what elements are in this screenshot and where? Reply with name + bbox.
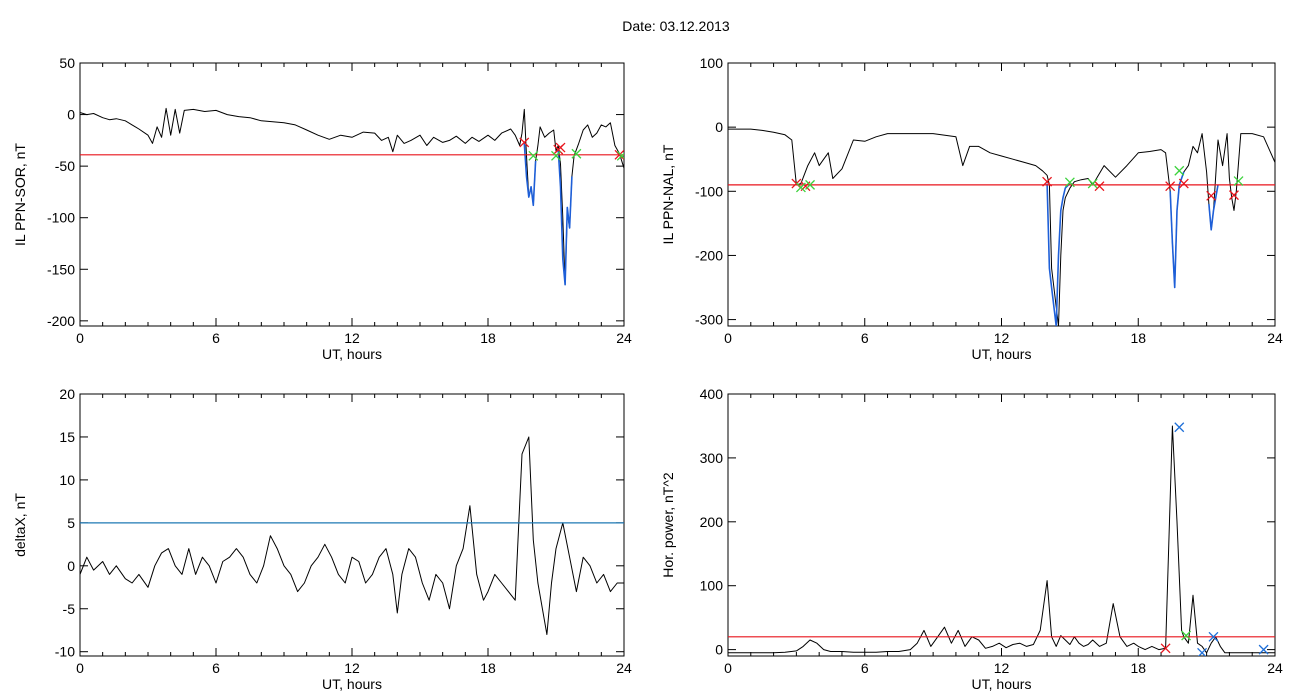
- x-tick-label: 6: [861, 660, 869, 676]
- plot-frame: [79, 62, 625, 327]
- marker-green-x: [1087, 178, 1098, 189]
- marker-red-x: [614, 149, 624, 160]
- marker-blue-x: [1174, 422, 1185, 433]
- y-tick-label: -10: [55, 644, 75, 660]
- y-axis-label: Hor. power, nT^2: [660, 472, 676, 578]
- x-tick-label: 0: [76, 330, 84, 346]
- marker-green-x: [551, 150, 561, 161]
- marker-green-x: [1064, 177, 1075, 188]
- x-tick-label: 18: [1130, 330, 1146, 346]
- plot-area: [80, 107, 624, 286]
- y-tick-label: 0: [67, 107, 75, 123]
- y-tick-label: 300: [700, 450, 724, 466]
- marker-green-x: [1181, 630, 1192, 641]
- y-tick-label: -100: [47, 210, 75, 226]
- x-tick-label: 12: [344, 330, 360, 346]
- x-tick-label: 18: [480, 660, 496, 676]
- x-tick-label: 24: [616, 660, 632, 676]
- x-axis-label: UT, hours: [322, 346, 382, 362]
- x-tick-label: 6: [212, 660, 220, 676]
- y-tick-label: 100: [700, 578, 724, 594]
- series-line-main: [728, 128, 1275, 326]
- x-tick-label: 0: [76, 660, 84, 676]
- marker-green-x: [528, 150, 539, 161]
- x-tick-label: 12: [994, 330, 1010, 346]
- x-tick-label: 18: [480, 330, 496, 346]
- plot-area: [728, 128, 1275, 326]
- x-axis-label: UT, hours: [322, 676, 382, 692]
- x-axis-label: UT, hours: [972, 676, 1032, 692]
- x-tick-label: 24: [1267, 330, 1283, 346]
- y-tick-label: 20: [59, 386, 75, 402]
- panel-p1: 0 6 12 18 24 50 0 -50 -100 -150 -200 UT, hours IL PP…: [12, 55, 632, 362]
- marker-red-x: [519, 137, 530, 148]
- y-tick-label: 5: [67, 515, 75, 531]
- plot-area: [80, 436, 624, 635]
- panel-p2: 0 6 12 18 24 100 0 -100 -200 -300 UT, hours IL PPN-…: [660, 55, 1283, 362]
- x-axis-label: UT, hours: [972, 346, 1032, 362]
- x-tick-label: 6: [861, 330, 869, 346]
- x-tick-label: 6: [212, 330, 220, 346]
- y-tick-label: -300: [695, 312, 723, 328]
- series-line-highlight: [557, 150, 573, 286]
- marker-red-x: [1042, 176, 1053, 187]
- marker-red-x: [1165, 181, 1176, 192]
- y-tick-label: 200: [700, 514, 724, 530]
- y-tick-label: 0: [67, 558, 75, 574]
- panel-p4: 0 6 12 18 24 400 300 200 100 0 UT, hours Hor. power…: [660, 386, 1283, 692]
- series-line-highlight: [523, 143, 537, 207]
- y-tick-label: 0: [715, 642, 723, 658]
- y-tick-label: -5: [63, 601, 76, 617]
- plot-frame: [727, 393, 1276, 657]
- series-line-main: [80, 436, 624, 635]
- y-tick-label: -50: [55, 158, 75, 174]
- marker-blue-x: [1208, 631, 1219, 642]
- marker-green-x: [1174, 165, 1185, 176]
- y-axis-label: deltaX, nT: [12, 493, 28, 557]
- page-title: Date: 03.12.2013: [622, 18, 730, 34]
- x-tick-label: 0: [724, 330, 732, 346]
- y-tick-label: 100: [700, 55, 724, 71]
- plot-frame: [79, 393, 625, 657]
- marker-green-x: [795, 182, 806, 193]
- y-tick-label: -150: [47, 261, 75, 277]
- marker-red-x: [1160, 643, 1171, 654]
- marker-blue-x: [1197, 647, 1208, 656]
- y-tick-label: 0: [715, 119, 723, 135]
- marker-red-x: [1206, 190, 1217, 201]
- y-tick-label: -200: [47, 313, 75, 329]
- y-tick-label: 400: [700, 386, 724, 402]
- y-tick-label: 10: [59, 472, 75, 488]
- panel-p3: 0 6 12 18 24 20 15 10 5 0 -5 -10 UT, hours deltaX, nT: [12, 386, 632, 692]
- marker-green-x: [616, 150, 624, 161]
- x-tick-label: 0: [724, 660, 732, 676]
- marker-green-x: [1233, 176, 1244, 186]
- marker-blue-x: [1258, 644, 1269, 655]
- marker-red-x: [1094, 181, 1105, 192]
- series-line-highlight: [1046, 183, 1071, 326]
- marker-red-x: [555, 142, 566, 153]
- series-line-highlight: [1169, 171, 1185, 289]
- marker-red-x: [1229, 190, 1239, 201]
- plot-frame: [727, 62, 1276, 327]
- y-axis-label: IL PPN-SOR, nT: [12, 143, 28, 246]
- x-tick-label: 12: [344, 660, 360, 676]
- x-tick-label: 18: [1130, 660, 1146, 676]
- x-tick-label: 12: [994, 660, 1010, 676]
- x-tick-label: 24: [616, 330, 632, 346]
- x-tick-label: 24: [1267, 660, 1283, 676]
- marker-red-x: [1178, 178, 1189, 189]
- y-tick-label: 50: [59, 55, 75, 71]
- marker-green-x: [805, 179, 816, 190]
- y-tick-label: -100: [695, 183, 723, 199]
- series-line-main: [728, 425, 1275, 654]
- plot-area: [728, 422, 1275, 656]
- y-tick-label: 15: [59, 429, 75, 445]
- y-axis-label: IL PPN-NAL, nT: [660, 144, 676, 244]
- series-line-main: [80, 107, 624, 286]
- marker-green-x: [571, 148, 582, 159]
- series-line-highlight: [1208, 184, 1219, 231]
- y-tick-label: -200: [695, 247, 723, 263]
